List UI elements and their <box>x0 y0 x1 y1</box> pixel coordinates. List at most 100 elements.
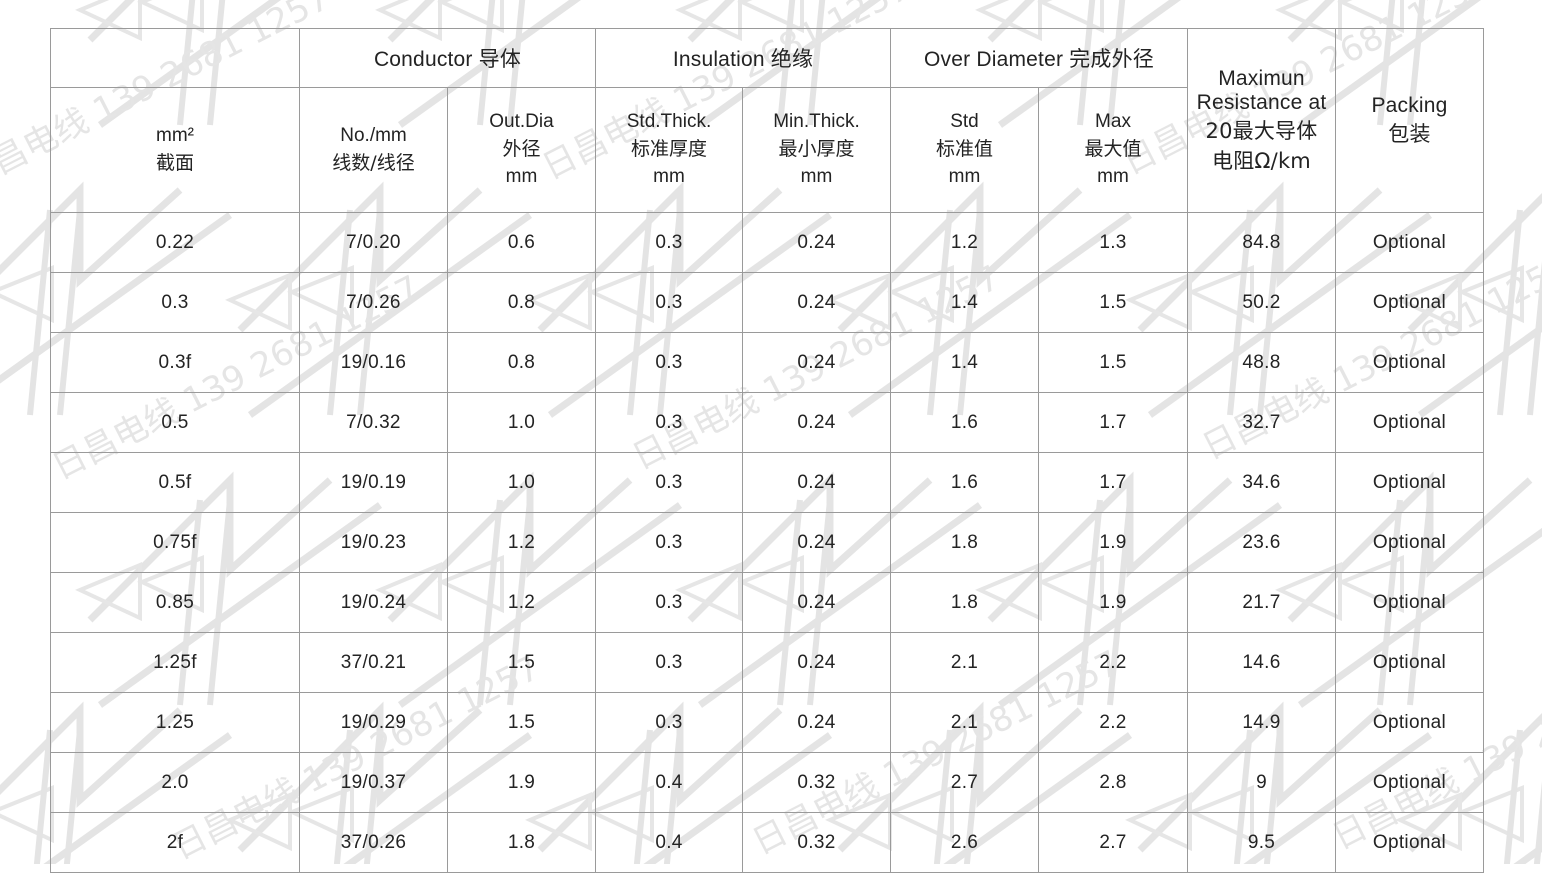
cell-od_std: 1.4 <box>890 272 1039 333</box>
group-header-insulation: Insulation 绝缘 <box>595 28 891 88</box>
cell-od_max: 1.7 <box>1038 452 1188 513</box>
column-header-std-thick-line3: mm <box>653 165 685 187</box>
cell-out_dia: 1.0 <box>447 392 596 453</box>
cell-od_max: 1.9 <box>1038 572 1188 633</box>
cell-od_std: 1.4 <box>890 332 1039 393</box>
spec-table-container: Conductor 导体 Insulation 绝缘 Over Diameter… <box>50 28 1484 873</box>
cell-resistance: 21.7 <box>1187 572 1336 633</box>
table-row: 0.5f 19/0.19 1.0 0.3 0.24 1.6 1.7 34.6 Optional <box>50 452 1484 513</box>
cell-min_thick: 0.24 <box>742 512 891 573</box>
cell-area: 0.5 <box>50 392 300 453</box>
column-header-packing: Packing 包装 <box>1335 28 1484 213</box>
group-header-row: Conductor 导体 Insulation 绝缘 Over Diameter… <box>50 28 1484 213</box>
column-header-packing-line1: Packing <box>1371 93 1448 117</box>
column-header-od-max-line2: 最大值 <box>1084 138 1142 161</box>
cell-min_thick: 0.24 <box>742 572 891 633</box>
cell-od_max: 1.5 <box>1038 332 1188 393</box>
column-header-max-resistance: Maximun Resistance at 20最大导体 电阻Ω/km <box>1187 28 1336 213</box>
cell-packing: Optional <box>1335 212 1484 273</box>
cell-min_thick: 0.24 <box>742 332 891 393</box>
cell-od_max: 1.5 <box>1038 272 1188 333</box>
column-header-max-resistance-line3: 20最大导体 <box>1205 118 1318 143</box>
cell-std_thick: 0.4 <box>595 752 743 813</box>
cell-no_mm: 7/0.20 <box>299 212 448 273</box>
cell-no_mm: 19/0.29 <box>299 692 448 753</box>
cell-packing: Optional <box>1335 692 1484 753</box>
cell-od_max: 2.8 <box>1038 752 1188 813</box>
cell-out_dia: 0.8 <box>447 272 596 333</box>
cell-min_thick: 0.24 <box>742 212 891 273</box>
column-header-out-dia-line1: Out.Dia <box>489 111 554 133</box>
cell-od_max: 2.2 <box>1038 632 1188 693</box>
table-row: 2.0 19/0.37 1.9 0.4 0.32 2.7 2.8 9 Optional <box>50 752 1484 813</box>
cell-area: 1.25f <box>50 632 300 693</box>
column-header-max-resistance-line4: 电阻Ω/km <box>1212 148 1311 173</box>
group-header-over-diameter: Over Diameter 完成外径 <box>890 28 1188 88</box>
cell-packing: Optional <box>1335 752 1484 813</box>
column-header-od-max-line3: mm <box>1097 165 1129 187</box>
cell-resistance: 34.6 <box>1187 452 1336 513</box>
cell-resistance: 14.6 <box>1187 632 1336 693</box>
table-row: 0.3f 19/0.16 0.8 0.3 0.24 1.4 1.5 48.8 Optional <box>50 332 1484 393</box>
cell-min_thick: 0.32 <box>742 752 891 813</box>
cell-area: 1.25 <box>50 692 300 753</box>
cell-min_thick: 0.24 <box>742 392 891 453</box>
column-header-std-thick-line2: 标准厚度 <box>630 138 707 161</box>
column-header-out-dia-line3: mm <box>505 165 538 187</box>
column-header-min-thick-line3: mm <box>800 165 833 187</box>
cell-packing: Optional <box>1335 452 1484 513</box>
column-header-max-resistance-line1: Maximun <box>1218 66 1305 90</box>
table-row: 1.25 19/0.29 1.5 0.3 0.24 2.1 2.2 14.9 Optional <box>50 692 1484 753</box>
cell-std_thick: 0.3 <box>595 632 743 693</box>
cell-od_std: 1.6 <box>890 392 1039 453</box>
cell-resistance: 14.9 <box>1187 692 1336 753</box>
cell-std_thick: 0.3 <box>595 692 743 753</box>
cell-out_dia: 1.9 <box>447 752 596 813</box>
column-header-area: mm² 截面 <box>50 87 300 213</box>
cell-od_std: 2.1 <box>890 632 1039 693</box>
column-header-od-std-line1: Std <box>950 111 979 133</box>
column-header-od-std: Std 标准值 mm <box>890 87 1039 213</box>
column-header-no-mm: No./mm 线数/线径 <box>299 87 448 213</box>
cell-resistance: 48.8 <box>1187 332 1336 393</box>
cell-od_std: 1.6 <box>890 452 1039 513</box>
cell-od_max: 2.2 <box>1038 692 1188 753</box>
cell-out_dia: 1.5 <box>447 692 596 753</box>
cell-resistance: 9 <box>1187 752 1336 813</box>
cell-min_thick: 0.24 <box>742 452 891 513</box>
column-header-min-thick-line2: 最小厚度 <box>778 138 855 161</box>
table-row: 0.22 7/0.20 0.6 0.3 0.24 1.2 1.3 84.8 Optional <box>50 212 1484 273</box>
cell-out_dia: 1.2 <box>447 512 596 573</box>
cell-od_std: 1.2 <box>890 212 1039 273</box>
cell-out_dia: 1.5 <box>447 632 596 693</box>
cell-std_thick: 0.3 <box>595 272 743 333</box>
column-header-od-max-line1: Max <box>1095 111 1131 133</box>
column-header-out-dia: Out.Dia 外径 mm <box>447 87 596 213</box>
column-header-packing-line2: 包装 <box>1388 121 1431 146</box>
column-header-min-thick: Min.Thick. 最小厚度 mm <box>742 87 891 213</box>
column-header-min-thick-line1: Min.Thick. <box>773 111 860 133</box>
group-header-blank <box>50 28 300 88</box>
column-header-no-mm-line1: No./mm <box>340 124 407 146</box>
cell-od_max: 1.3 <box>1038 212 1188 273</box>
column-header-out-dia-line2: 外径 <box>502 138 541 161</box>
column-header-od-std-line3: mm <box>948 165 981 187</box>
cell-od_max: 1.7 <box>1038 392 1188 453</box>
table-body: 0.22 7/0.20 0.6 0.3 0.24 1.2 1.3 84.8 Optional 0.… <box>50 212 1484 873</box>
cell-area: 2.0 <box>50 752 300 813</box>
cell-area: 0.85 <box>50 572 300 633</box>
cell-std_thick: 0.3 <box>595 452 743 513</box>
table-row: 0.75f 19/0.23 1.2 0.3 0.24 1.8 1.9 23.6 Optional <box>50 512 1484 573</box>
cell-no_mm: 7/0.26 <box>299 272 448 333</box>
cell-area: 0.5f <box>50 452 300 513</box>
cell-resistance: 23.6 <box>1187 512 1336 573</box>
cell-out_dia: 0.8 <box>447 332 596 393</box>
table-head: Conductor 导体 Insulation 绝缘 Over Diameter… <box>50 28 1484 213</box>
column-header-od-std-line2: 标准值 <box>935 138 993 161</box>
table-row: 0.85 19/0.24 1.2 0.3 0.24 1.8 1.9 21.7 Optional <box>50 572 1484 633</box>
cell-od_std: 1.8 <box>890 572 1039 633</box>
cell-od_std: 1.8 <box>890 512 1039 573</box>
cell-resistance: 84.8 <box>1187 212 1336 273</box>
column-header-od-max: Max 最大值 mm <box>1038 87 1188 213</box>
table-row: 0.5 7/0.32 1.0 0.3 0.24 1.6 1.7 32.7 Optional <box>50 392 1484 453</box>
